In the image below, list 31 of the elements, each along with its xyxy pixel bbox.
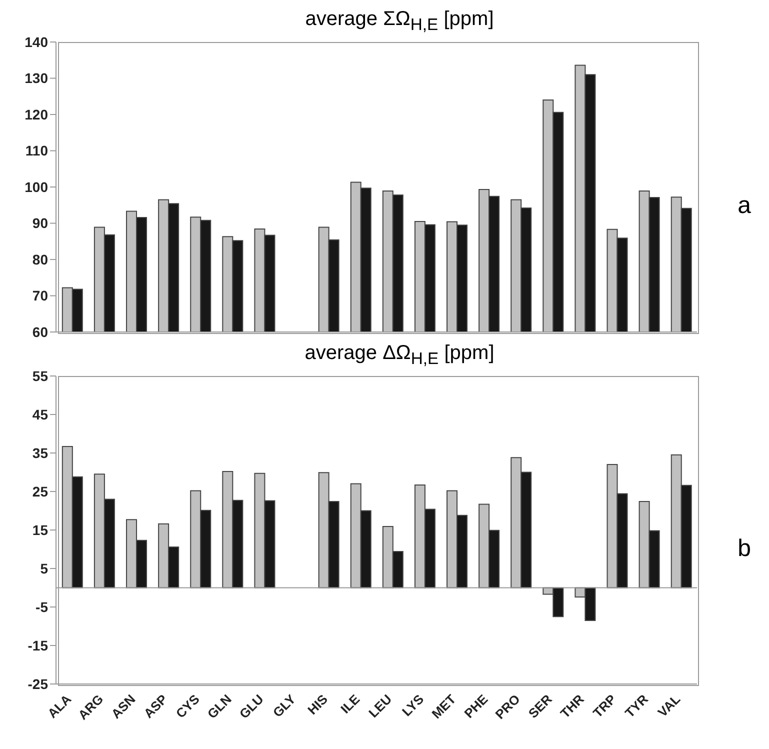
y-tick-label: 15	[32, 522, 48, 538]
y-tick-label: -25	[28, 676, 48, 692]
y-tick-label: 80	[32, 251, 48, 268]
y-tick-label: 60	[32, 324, 48, 340]
chart-title: average ΔΩ$_{H,E}$ [ppm]	[304, 342, 496, 368]
y-tick-label: 90	[32, 215, 48, 232]
x-tick-label: LYS	[399, 691, 427, 720]
y-tick-label: 110	[25, 142, 48, 159]
y-tick-label: 55	[32, 368, 48, 384]
y-tick-label: 45	[32, 406, 48, 422]
text: b	[738, 535, 751, 563]
y-tick-label: 100	[24, 178, 48, 195]
x-tick-label: VAL	[654, 691, 684, 720]
x-tick-label: TRP	[590, 691, 620, 721]
y-tick-label: 5	[40, 560, 48, 576]
x-tick-label: ILE	[338, 691, 363, 716]
text: a	[738, 192, 751, 220]
x-tick-label: HIS	[304, 691, 331, 718]
y-tick-label: 140	[24, 34, 48, 50]
x-tick-label: THR	[557, 691, 588, 722]
y-tick-label: 120	[24, 106, 48, 122]
x-tick-label: GLY	[270, 691, 299, 720]
chart-title: average ΣΩ$_{H,E}$ [ppm]	[304, 8, 495, 34]
y-tick-label: -5	[36, 598, 48, 615]
y-tick-label: 130	[24, 70, 48, 86]
x-tick-label: TYR	[622, 691, 652, 721]
y-tick-label: 35	[32, 444, 48, 461]
y-tick-label: 25	[32, 483, 48, 500]
y-tick-label: -15	[28, 637, 48, 654]
x-tick-label: CYS	[172, 691, 203, 722]
y-tick-label: 70	[32, 288, 48, 304]
